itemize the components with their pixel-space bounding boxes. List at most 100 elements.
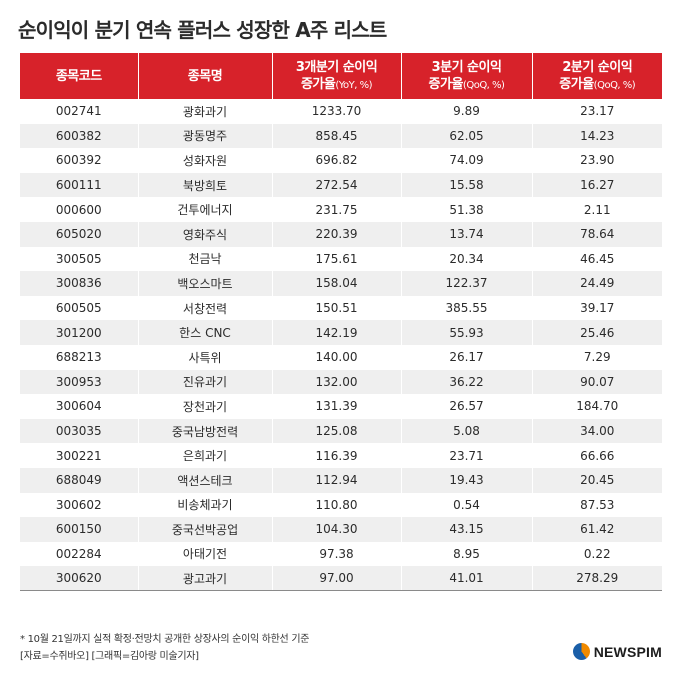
cell-code: 600111 [20,172,138,198]
newspim-logo-text: NEWSPIM [593,643,662,660]
cell-q3-growth: 8.95 [400,541,532,567]
cell-q2-growth: 34.00 [531,418,662,444]
cell-code: 300604 [20,394,138,419]
cell-name: 은희과기 [137,443,272,468]
cell-q2-growth: 278.29 [531,566,662,592]
cell-q2-growth: 87.53 [531,492,662,518]
cell-q2-growth: 90.07 [531,369,662,395]
table-row: 000600 건투에너지 231.75 51.38 2.11 [20,197,662,222]
cell-3q-growth: 104.30 [271,517,401,542]
header-3q-growth: 3개분기 순이익 증가율(YoY, %) [271,53,401,99]
cell-q3-growth: 62.05 [400,123,532,149]
table-row: 600392 성화자원 696.82 74.09 23.90 [20,148,662,173]
cell-q3-growth: 0.54 [400,492,532,518]
page-title: 순이익이 분기 연속 플러스 성장한 A주 리스트 [18,18,387,42]
cell-code: 002741 [20,99,138,124]
cell-3q-growth: 858.45 [271,123,401,149]
cell-3q-growth: 132.00 [271,369,401,395]
cell-code: 688213 [20,344,138,370]
table-row: 300604 장천과기 131.39 26.57 184.70 [20,394,662,419]
cell-q2-growth: 66.66 [531,443,662,468]
cell-q3-growth: 41.01 [400,566,532,592]
cell-3q-growth: 125.08 [271,418,401,444]
footnote-criteria: * 10월 21일까지 실적 확정·전망치 공개한 상장사의 순이익 하한선 기… [20,634,310,645]
header-unit: (YoY, %) [335,79,373,91]
cell-code: 600382 [20,123,138,149]
cell-3q-growth: 116.39 [271,443,401,468]
cell-name: 사특위 [137,344,272,370]
cell-code: 600505 [20,295,138,321]
cell-q2-growth: 16.27 [531,172,662,198]
cell-3q-growth: 158.04 [271,271,401,296]
table-body: 002741 광화과기 1233.70 9.89 23.17 600382 광동명주 858.… [20,99,662,592]
cell-q2-growth: 78.64 [531,221,662,247]
cell-q3-growth: 36.22 [400,369,532,395]
cell-q3-growth: 55.93 [400,320,532,345]
table-row: 300620 광고과기 97.00 41.01 278.29 [20,566,662,592]
cell-q3-growth: 43.15 [400,517,532,542]
table-row: 600150 중국선박공업 104.30 43.15 61.42 [20,517,662,542]
cell-name: 서창전력 [137,295,272,321]
table-row: 002284 아태기전 97.38 8.95 0.22 [20,541,662,567]
cell-name: 북방희토 [137,172,272,198]
cell-q3-growth: 19.43 [400,467,532,493]
table-row: 003035 중국남방전력 125.08 5.08 34.00 [20,418,662,444]
cell-q3-growth: 13.74 [400,221,532,247]
cell-name: 천금낙 [137,246,272,272]
newspim-logo: NEWSPIM [572,643,662,660]
table-row: 300221 은희과기 116.39 23.71 66.66 [20,443,662,468]
cell-code: 000600 [20,197,138,222]
table-row: 300602 비송체과기 110.80 0.54 87.53 [20,492,662,518]
cell-code: 605020 [20,221,138,247]
cell-name: 건투에너지 [137,197,272,222]
cell-code: 300602 [20,492,138,518]
cell-q3-growth: 23.71 [400,443,532,468]
cell-q2-growth: 184.70 [531,394,662,419]
cell-name: 광화과기 [137,99,272,124]
table-row: 600111 북방희토 272.54 15.58 16.27 [20,172,662,198]
cell-code: 688049 [20,467,138,493]
stock-table: 종목코드 종목명 3개분기 순이익 증가율(YoY, %) 3분기 순이익 증가… [20,53,662,592]
cell-q2-growth: 20.45 [531,467,662,493]
cell-code: 300505 [20,246,138,272]
cell-3q-growth: 97.38 [271,541,401,567]
header-unit: (QoQ, %) [462,79,505,91]
table-row: 600382 광동명주 858.45 62.05 14.23 [20,123,662,149]
cell-3q-growth: 231.75 [271,197,401,222]
cell-q3-growth: 20.34 [400,246,532,272]
cell-3q-growth: 140.00 [271,344,401,370]
cell-name: 성화자원 [137,148,272,173]
cell-q3-growth: 5.08 [400,418,532,444]
header-code: 종목코드 [20,53,138,99]
cell-q2-growth: 61.42 [531,517,662,542]
cell-q2-growth: 0.22 [531,541,662,567]
cell-name: 중국남방전력 [137,418,272,444]
cell-3q-growth: 272.54 [271,172,401,198]
cell-q3-growth: 26.17 [400,344,532,370]
cell-name: 아태기전 [137,541,272,567]
cell-q3-growth: 9.89 [400,99,532,124]
cell-3q-growth: 150.51 [271,295,401,321]
table-row: 688049 액션스테크 112.94 19.43 20.45 [20,467,662,493]
cell-name: 광고과기 [137,566,272,592]
cell-q2-growth: 24.49 [531,271,662,296]
cell-3q-growth: 131.39 [271,394,401,419]
cell-q2-growth: 14.23 [531,123,662,149]
table-header: 종목코드 종목명 3개분기 순이익 증가율(YoY, %) 3분기 순이익 증가… [20,53,662,99]
cell-q3-growth: 74.09 [400,148,532,173]
cell-code: 003035 [20,418,138,444]
cell-name: 백오스마트 [137,271,272,296]
cell-name: 한스 CNC [137,320,272,345]
cell-code: 600150 [20,517,138,542]
cell-name: 장천과기 [137,394,272,419]
cell-name: 광동명주 [137,123,272,149]
cell-code: 300836 [20,271,138,296]
cell-q3-growth: 51.38 [400,197,532,222]
cell-code: 301200 [20,320,138,345]
cell-q3-growth: 385.55 [400,295,532,321]
cell-q3-growth: 122.37 [400,271,532,296]
table-row: 300505 천금낙 175.61 20.34 46.45 [20,246,662,272]
cell-q2-growth: 25.46 [531,320,662,345]
cell-name: 비송체과기 [137,492,272,518]
newspim-logo-icon [572,643,590,660]
